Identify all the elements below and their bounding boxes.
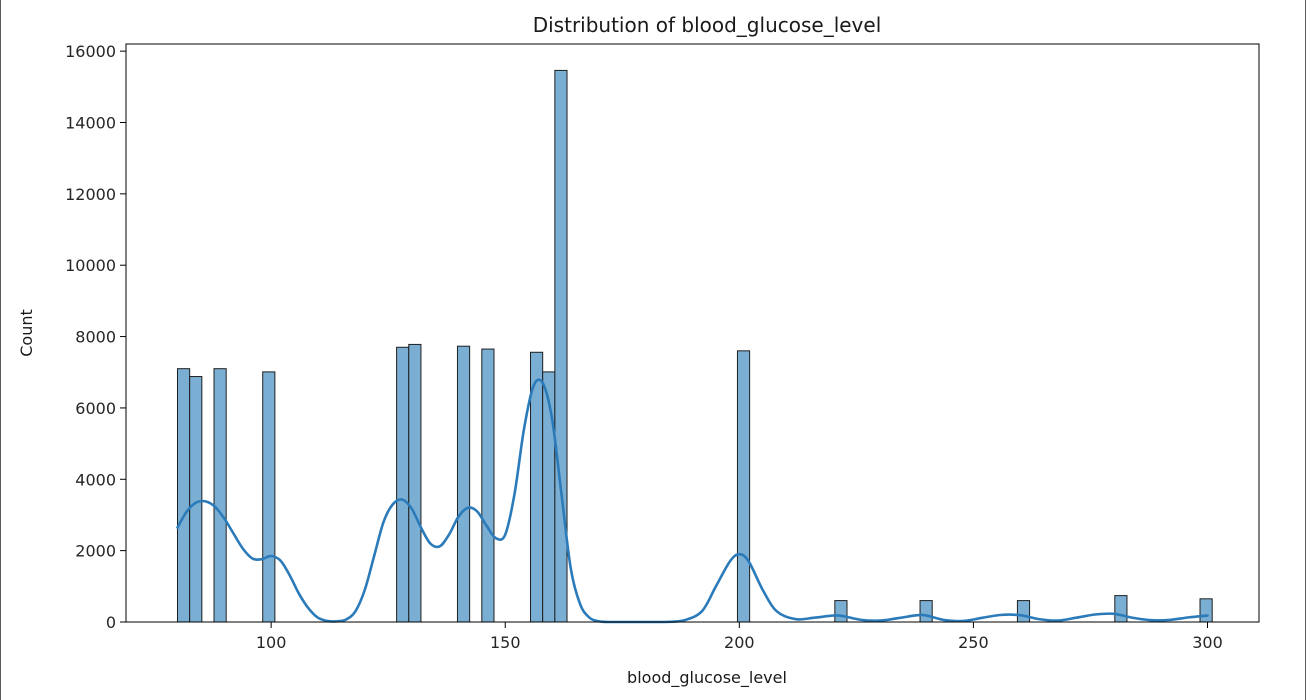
y-tick-label: 0 (106, 613, 116, 632)
histogram-bar (1016, 600, 1031, 623)
y-tick-label: 4000 (75, 470, 116, 489)
x-tick-label: 250 (958, 633, 989, 652)
histogram-bar (1114, 595, 1128, 623)
histogram-bar (456, 345, 471, 623)
histogram-bar (542, 371, 556, 623)
plot-frame (125, 43, 1260, 623)
histogram-bar (919, 600, 933, 623)
y-tick-label: 14000 (65, 113, 116, 132)
histogram-bar (554, 69, 568, 623)
histogram-bar (177, 368, 191, 623)
histogram-bar (262, 371, 276, 623)
histogram-bar (481, 348, 495, 623)
histogram-bar (1199, 598, 1213, 623)
y-tick-label: 6000 (75, 399, 116, 418)
y-axis-ticks: 0 2000 4000 6000 8000 10000 12000 14000 16000 (65, 42, 126, 632)
x-tick-label: 100 (256, 633, 287, 652)
histogram-bar (834, 600, 848, 623)
histogram-bar (189, 376, 203, 623)
x-tick-label: 150 (490, 633, 521, 652)
x-tick-label: 300 (1192, 633, 1223, 652)
y-tick-label: 16000 (65, 42, 116, 61)
x-axis-ticks: 100 150 200 250 300 (256, 622, 1223, 652)
y-tick-label: 10000 (65, 256, 116, 275)
kde-curve (176, 378, 1209, 624)
histogram-bar (736, 350, 751, 623)
histogram-bar (213, 368, 227, 623)
y-axis-label: Count (17, 309, 36, 357)
y-tick-label: 2000 (75, 542, 116, 561)
histogram-bars (177, 69, 1213, 623)
x-axis-label: blood_glucose_level (627, 668, 787, 688)
chart-title: Distribution of blood_glucose_level (533, 13, 882, 37)
y-tick-label: 12000 (65, 185, 116, 204)
histogram-bar (408, 343, 422, 623)
histogram-bar (396, 346, 410, 623)
y-tick-label: 8000 (75, 328, 116, 347)
x-tick-label: 200 (724, 633, 755, 652)
